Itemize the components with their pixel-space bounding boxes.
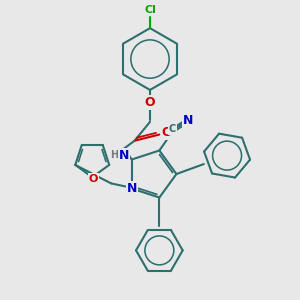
- Text: N: N: [183, 114, 194, 128]
- Text: O: O: [161, 126, 172, 139]
- Text: Cl: Cl: [144, 5, 156, 15]
- Text: O: O: [89, 174, 98, 184]
- Text: C: C: [169, 124, 176, 134]
- Text: O: O: [145, 97, 155, 110]
- Text: N: N: [119, 148, 129, 162]
- Text: N: N: [127, 182, 137, 195]
- Text: H: H: [110, 150, 118, 160]
